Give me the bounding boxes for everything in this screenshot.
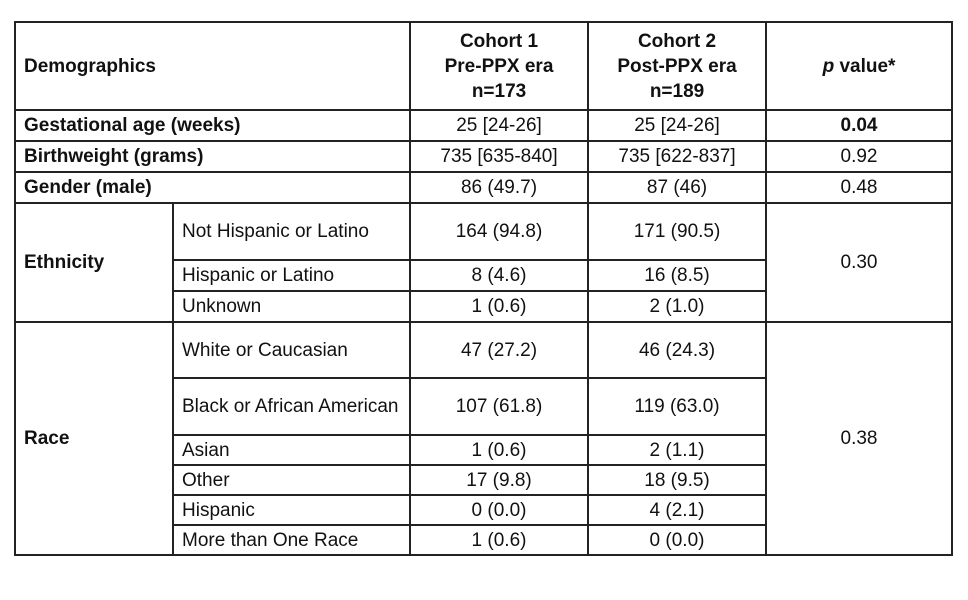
- table-row: Hispanic 0 (0.0) 4 (2.1): [15, 494, 952, 526]
- cohort2-value: 2 (1.0): [587, 290, 768, 323]
- cohort1-value: 107 (61.8): [409, 377, 590, 436]
- cohort1-value: 25 [24-26]: [409, 109, 590, 142]
- header-cohort1-line1: Cohort 1: [459, 30, 539, 52]
- header-pvalue: p value*: [765, 21, 954, 111]
- table-row: Race White or Caucasian 47 (27.2) 46 (24…: [14, 321, 954, 556]
- pvalue: 0.04: [765, 109, 954, 142]
- sub-label: Black or African American: [171, 377, 412, 436]
- cohort1-value: 735 [635-840]: [409, 140, 590, 173]
- row-label: Birthweight (grams): [13, 140, 412, 173]
- header-pvalue-italic: p: [822, 55, 835, 77]
- header-cohort2-line3: n=189: [649, 80, 705, 102]
- cohort2-value: 0 (0.0): [587, 524, 768, 556]
- cohort2-value: 171 (90.5): [587, 202, 768, 261]
- table-row: Other 17 (9.8) 18 (9.5): [15, 464, 952, 496]
- sub-label: Unknown: [171, 290, 412, 323]
- table-row: Hispanic or Latino 8 (4.6) 16 (8.5): [15, 259, 952, 292]
- table-row: Birthweight (grams) 735 [635-840] 735 [6…: [13, 140, 954, 173]
- header-cohort2-line1: Cohort 2: [637, 30, 717, 52]
- header-pvalue-rest: value*: [834, 55, 896, 77]
- sub-label: Hispanic or Latino: [171, 259, 412, 292]
- sub-label: Hispanic: [171, 494, 412, 526]
- table-row: Unknown 1 (0.6) 2 (1.0): [15, 290, 952, 323]
- row-label: Gestational age (weeks): [13, 109, 412, 142]
- table-row: Ethnicity Not Hispanic or Latino 164 (94…: [14, 202, 954, 323]
- cohort2-value: 4 (2.1): [587, 494, 768, 526]
- table-row: Asian 1 (0.6) 2 (1.1): [15, 434, 952, 466]
- header-cohort1-line3: n=173: [471, 80, 527, 102]
- row-label: Gender (male): [13, 171, 412, 204]
- cohort2-value: 25 [24-26]: [587, 109, 768, 142]
- race-label: Race: [14, 321, 174, 556]
- table-row: Gender (male) 86 (49.7) 87 (46) 0.48: [13, 171, 954, 204]
- cohort1-value: 17 (9.8): [409, 464, 590, 496]
- header-cohort1-line2: Pre-PPX era: [444, 55, 554, 77]
- cohort1-value: 1 (0.6): [409, 290, 590, 323]
- cohort2-value: 735 [622-837]: [587, 140, 768, 173]
- cohort2-value: 16 (8.5): [587, 259, 768, 292]
- cohort1-value: 1 (0.6): [409, 434, 590, 466]
- header-row: Demographics Cohort 1 Pre-PPX era n=173 …: [13, 21, 954, 111]
- cohort1-value: 1 (0.6): [409, 524, 590, 556]
- sub-label: Not Hispanic or Latino: [171, 202, 412, 261]
- sub-label: White or Caucasian: [171, 321, 412, 379]
- header-cohort2: Cohort 2 Post-PPX era n=189: [587, 21, 768, 111]
- ethnicity-pvalue: 0.30: [765, 202, 954, 323]
- demographics-table: Demographics Cohort 1 Pre-PPX era n=173 …: [13, 21, 954, 556]
- cohort1-value: 86 (49.7): [409, 171, 590, 204]
- cohort2-value: 18 (9.5): [587, 464, 768, 496]
- ethnicity-label: Ethnicity: [14, 202, 174, 323]
- cohort1-value: 164 (94.8): [409, 202, 590, 261]
- sub-label: Other: [171, 464, 412, 496]
- header-cohort2-line2: Post-PPX era: [617, 55, 737, 77]
- cohort1-value: 47 (27.2): [409, 321, 590, 379]
- table-row: Gestational age (weeks) 25 [24-26] 25 [2…: [13, 109, 954, 142]
- table-row: More than One Race 1 (0.6) 0 (0.0): [15, 524, 952, 556]
- pvalue: 0.92: [765, 140, 954, 173]
- header-cohort1: Cohort 1 Pre-PPX era n=173: [409, 21, 590, 111]
- cohort1-value: 8 (4.6): [409, 259, 590, 292]
- cohort2-value: 46 (24.3): [587, 321, 768, 379]
- cohort2-value: 119 (63.0): [587, 377, 768, 436]
- pvalue: 0.48: [765, 171, 954, 204]
- table-row: Black or African American 107 (61.8) 119…: [15, 377, 952, 436]
- cohort2-value: 87 (46): [587, 171, 768, 204]
- race-pvalue: 0.38: [765, 321, 954, 556]
- sub-label: More than One Race: [171, 524, 412, 556]
- header-demographics: Demographics: [13, 21, 412, 111]
- cohort2-value: 2 (1.1): [587, 434, 768, 466]
- sub-label: Asian: [171, 434, 412, 466]
- cohort1-value: 0 (0.0): [409, 494, 590, 526]
